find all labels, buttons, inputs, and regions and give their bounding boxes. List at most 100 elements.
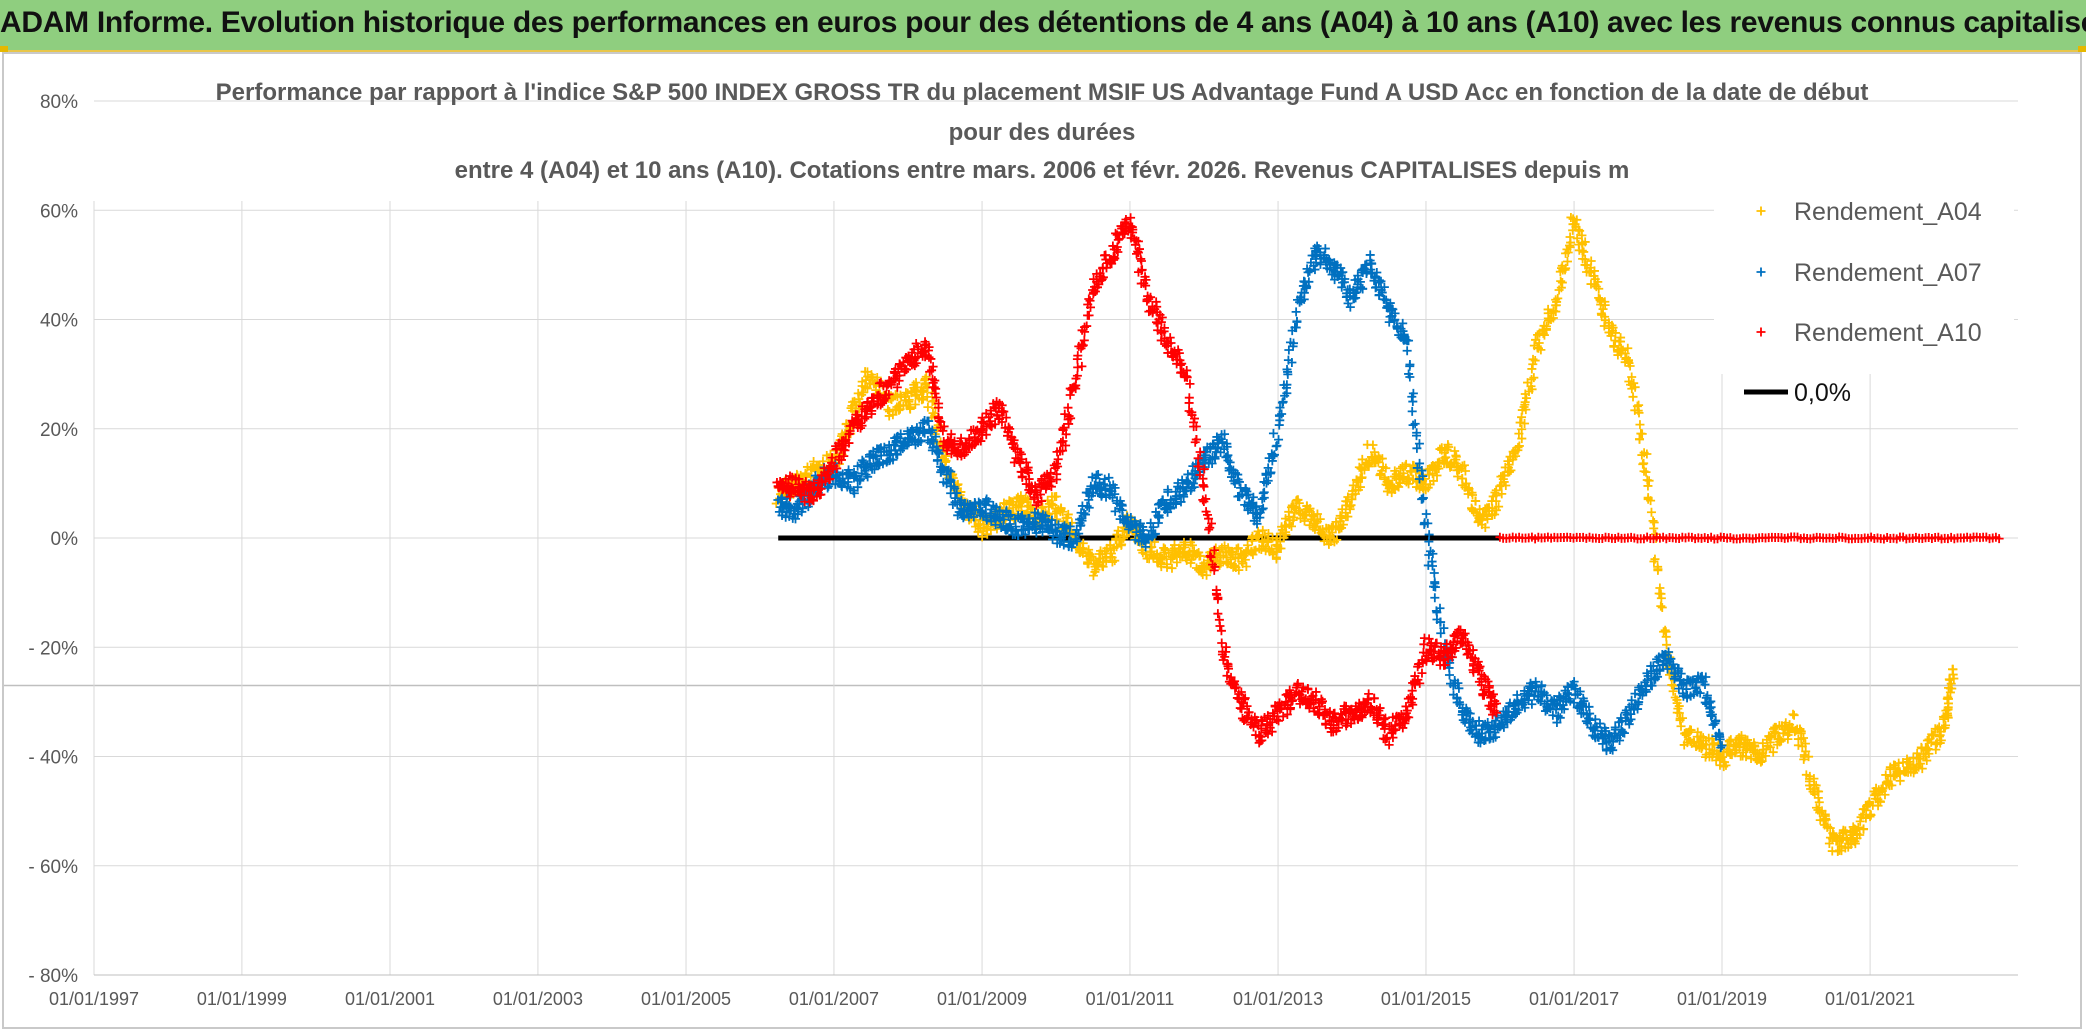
data-point (1183, 469, 1193, 479)
data-point (1702, 691, 1712, 701)
data-point (1711, 716, 1721, 726)
data-point (1223, 661, 1233, 671)
data-point (1384, 476, 1394, 486)
data-point (1311, 695, 1321, 705)
data-point (1412, 463, 1422, 473)
data-point (1396, 709, 1406, 719)
data-point (1453, 678, 1463, 688)
data-point (1506, 465, 1516, 475)
data-point (1355, 482, 1365, 492)
data-point (1408, 700, 1418, 710)
data-point (888, 455, 898, 465)
data-point (1116, 221, 1126, 231)
data-point (1480, 522, 1490, 532)
data-point (1061, 440, 1071, 450)
data-point (1231, 682, 1241, 692)
data-point (1725, 749, 1735, 759)
data-point (1259, 493, 1269, 503)
data-point (1156, 558, 1166, 568)
data-point (884, 389, 894, 399)
data-point (1697, 674, 1707, 684)
data-point (1209, 545, 1219, 555)
data-point (1629, 378, 1639, 388)
data-point (1071, 384, 1081, 394)
data-point (1241, 562, 1251, 572)
data-point (852, 410, 862, 420)
data-point (1717, 741, 1727, 751)
data-point (1426, 640, 1436, 650)
data-point (1154, 513, 1164, 523)
data-point (1188, 478, 1198, 488)
data-point (1258, 488, 1268, 498)
data-point (1428, 549, 1438, 559)
data-point (1248, 492, 1258, 502)
y-tick-label: - 40% (28, 748, 78, 769)
data-point (1924, 749, 1934, 759)
data-point (1490, 509, 1500, 519)
y-tick-label: 60% (40, 201, 78, 222)
y-tick-label: 0% (51, 529, 79, 550)
data-point (825, 474, 835, 484)
data-point (845, 429, 855, 439)
x-tick-label: 01/01/2005 (641, 989, 731, 1009)
data-point (999, 498, 1009, 508)
data-point (1429, 568, 1439, 578)
data-point (1251, 501, 1261, 511)
data-point (1556, 283, 1566, 293)
data-point (1572, 215, 1582, 225)
data-point (1301, 283, 1311, 293)
data-point (1098, 272, 1108, 282)
data-point (1579, 696, 1589, 706)
data-point (1414, 439, 1424, 449)
series-Rendement_A10 (772, 213, 2004, 750)
data-point (910, 400, 920, 410)
data-point (1478, 721, 1488, 731)
data-point (1424, 530, 1434, 540)
data-point (1529, 373, 1539, 383)
data-point (905, 403, 915, 413)
data-point (1268, 428, 1278, 438)
data-point (999, 407, 1009, 417)
data-point (1315, 514, 1325, 524)
data-point (809, 456, 819, 466)
data-point (1417, 668, 1427, 678)
data-point (1134, 244, 1144, 254)
data-point (1244, 707, 1254, 717)
data-point (1811, 780, 1821, 790)
data-point (1721, 760, 1731, 770)
data-point (1526, 381, 1536, 391)
data-point (928, 362, 938, 372)
data-point (1866, 810, 1876, 820)
data-point (1004, 511, 1014, 521)
data-point (1639, 458, 1649, 468)
data-point (867, 409, 877, 419)
data-point (1379, 294, 1389, 304)
data-point (1252, 519, 1262, 529)
data-point (1222, 671, 1232, 681)
data-point (1035, 490, 1045, 500)
data-point (1444, 670, 1454, 680)
data-point (1215, 621, 1225, 631)
data-point (1610, 328, 1620, 338)
data-point (1610, 722, 1620, 732)
data-point (1317, 698, 1327, 708)
data-point (1374, 275, 1384, 285)
data-point (1716, 743, 1726, 753)
data-point (1014, 501, 1024, 511)
data-point (1585, 709, 1595, 719)
data-point (1195, 447, 1205, 457)
data-point (919, 340, 929, 350)
data-point (1113, 235, 1123, 245)
series-Rendement_A07 (773, 241, 1727, 756)
data-point (1474, 716, 1484, 726)
data-point (1470, 496, 1480, 506)
data-point (785, 471, 795, 481)
data-point (1204, 514, 1214, 524)
data-point (1217, 638, 1227, 648)
data-point (1110, 556, 1120, 566)
data-point (1046, 468, 1056, 478)
data-point (1491, 716, 1501, 726)
data-point (964, 433, 974, 443)
data-point (1741, 752, 1751, 762)
data-point (1195, 551, 1205, 561)
